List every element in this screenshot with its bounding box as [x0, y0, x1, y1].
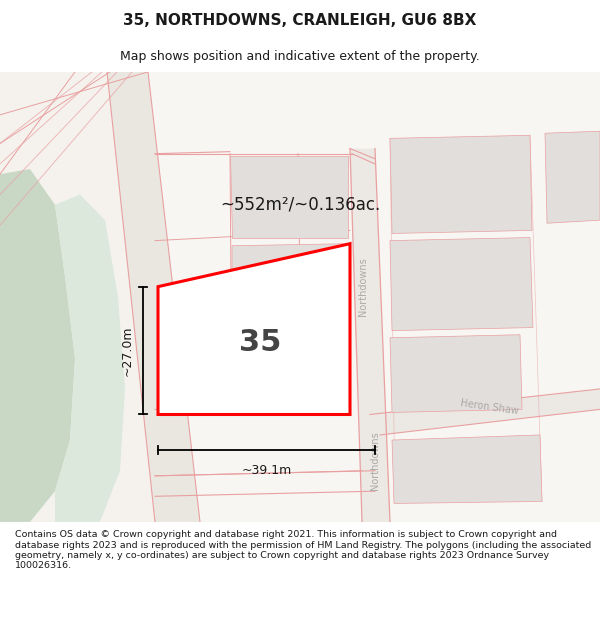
Polygon shape [0, 169, 75, 522]
Polygon shape [390, 335, 522, 412]
Text: ~552m²/~0.136ac.: ~552m²/~0.136ac. [220, 196, 380, 214]
Text: ~27.0m: ~27.0m [121, 326, 133, 376]
Text: Heron Shaw: Heron Shaw [460, 398, 520, 416]
Text: Northdowns: Northdowns [358, 258, 368, 316]
Polygon shape [390, 238, 533, 331]
Polygon shape [545, 131, 600, 223]
Text: 35, NORTHDOWNS, CRANLEIGH, GU6 8BX: 35, NORTHDOWNS, CRANLEIGH, GU6 8BX [124, 12, 476, 28]
Text: Contains OS data © Crown copyright and database right 2021. This information is : Contains OS data © Crown copyright and d… [15, 530, 591, 571]
Polygon shape [390, 135, 532, 234]
Text: Map shows position and indicative extent of the property.: Map shows position and indicative extent… [120, 49, 480, 62]
Text: 35: 35 [239, 328, 281, 357]
Polygon shape [392, 435, 542, 504]
Polygon shape [370, 389, 600, 435]
Polygon shape [158, 244, 350, 414]
Polygon shape [230, 156, 348, 238]
Text: ~39.1m: ~39.1m [241, 464, 292, 478]
Polygon shape [350, 149, 390, 522]
Polygon shape [55, 194, 125, 522]
Polygon shape [232, 244, 350, 409]
Polygon shape [107, 72, 200, 522]
Text: Northdowns: Northdowns [370, 431, 380, 490]
Polygon shape [148, 72, 600, 522]
